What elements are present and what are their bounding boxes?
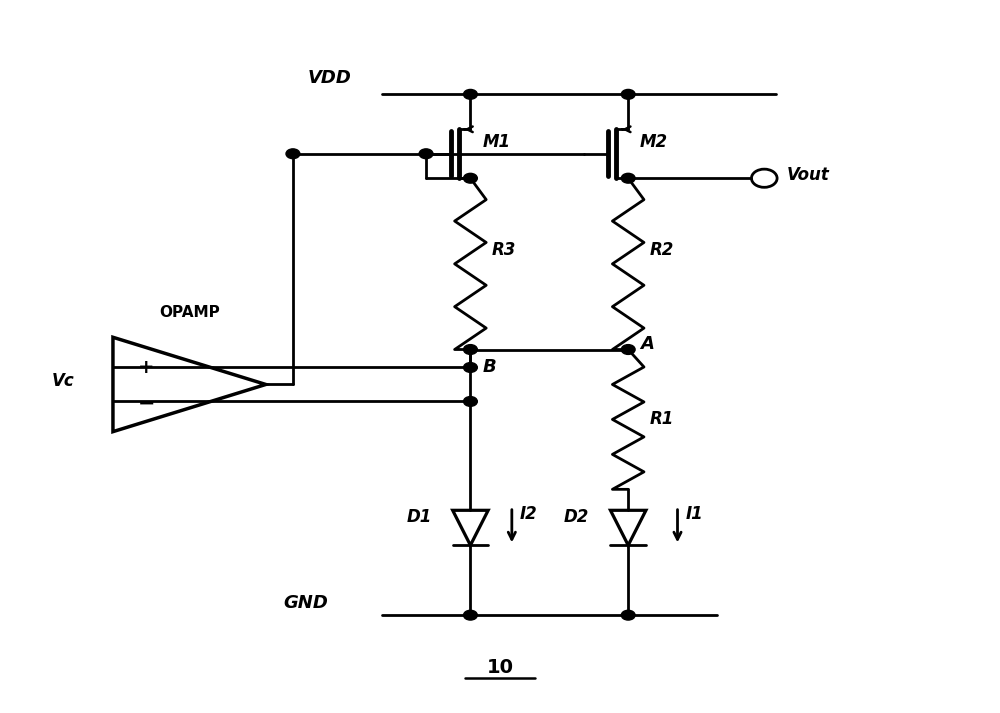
Text: R1: R1 bbox=[650, 411, 674, 429]
Text: Vout: Vout bbox=[787, 165, 830, 184]
Text: 10: 10 bbox=[486, 658, 514, 677]
Text: R3: R3 bbox=[492, 241, 516, 259]
Text: Vc: Vc bbox=[51, 372, 74, 390]
Text: −: − bbox=[138, 394, 155, 414]
Text: D1: D1 bbox=[406, 508, 432, 526]
Circle shape bbox=[621, 173, 635, 183]
Circle shape bbox=[621, 89, 635, 99]
Circle shape bbox=[464, 610, 477, 620]
Circle shape bbox=[464, 89, 477, 99]
Circle shape bbox=[464, 173, 477, 183]
Text: +: + bbox=[138, 358, 155, 377]
Text: A: A bbox=[640, 335, 654, 353]
Circle shape bbox=[419, 149, 433, 159]
Text: VDD: VDD bbox=[308, 69, 352, 87]
Text: OPAMP: OPAMP bbox=[159, 304, 220, 320]
Text: B: B bbox=[482, 358, 496, 376]
Circle shape bbox=[621, 610, 635, 620]
Circle shape bbox=[464, 396, 477, 406]
Text: M2: M2 bbox=[640, 133, 668, 150]
Circle shape bbox=[621, 344, 635, 354]
Text: M1: M1 bbox=[482, 133, 510, 150]
Circle shape bbox=[464, 363, 477, 372]
Text: GND: GND bbox=[283, 594, 328, 612]
Text: D2: D2 bbox=[564, 508, 589, 526]
Text: R2: R2 bbox=[650, 241, 674, 259]
Text: I1: I1 bbox=[685, 505, 703, 523]
Circle shape bbox=[286, 149, 300, 159]
Text: I2: I2 bbox=[520, 505, 537, 523]
Circle shape bbox=[464, 344, 477, 354]
